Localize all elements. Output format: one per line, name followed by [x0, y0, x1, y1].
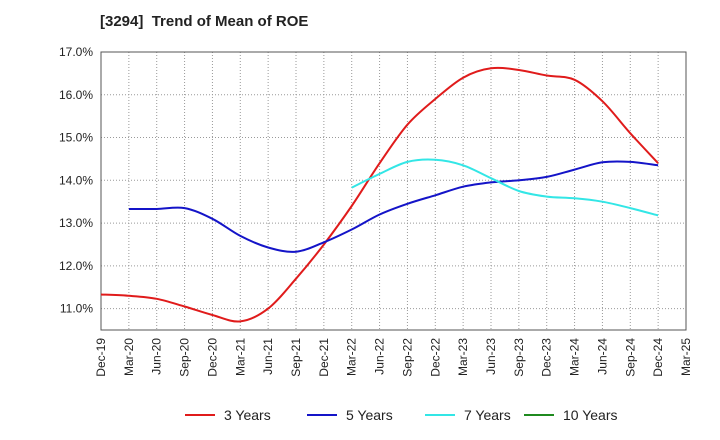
x-tick-label: Dec-20 [205, 338, 219, 377]
x-tick-label: Dec-23 [540, 338, 554, 377]
y-tick-label: 12.0% [59, 259, 93, 273]
x-tick-label: Dec-21 [317, 338, 331, 377]
x-tick-label: Jun-21 [261, 338, 275, 375]
y-tick-label: 11.0% [60, 302, 93, 316]
y-tick-label: 14.0% [59, 173, 93, 187]
x-tick-label: Mar-24 [568, 338, 582, 376]
legend-label: 3 Years [224, 407, 271, 423]
x-tick-label: Mar-23 [456, 338, 470, 376]
legend-label: 10 Years [563, 407, 618, 423]
x-tick-label: Mar-20 [122, 338, 136, 376]
x-tick-label: Mar-21 [233, 338, 247, 376]
x-tick-label: Sep-20 [178, 338, 192, 377]
series-line-2 [128, 160, 659, 253]
x-tick-label: Sep-24 [623, 338, 637, 377]
x-tick-label: Jun-20 [150, 338, 164, 375]
x-tick-label: Sep-23 [512, 338, 526, 377]
series-line-1 [100, 66, 659, 323]
x-tick-label: Mar-22 [345, 338, 359, 376]
x-tick-label: Dec-22 [428, 338, 442, 377]
legend-label: 5 Years [346, 407, 393, 423]
plot-frame [100, 51, 687, 331]
x-tick-label: Jun-22 [373, 338, 387, 375]
y-tick-label: 13.0% [59, 216, 93, 230]
x-tick-label: Sep-21 [289, 338, 303, 377]
series-line-3 [351, 158, 659, 217]
x-tick-label: Sep-22 [400, 338, 414, 377]
x-tick-label: Jun-23 [484, 338, 498, 375]
x-tick-label: Mar-25 [679, 338, 693, 376]
chart-title: [3294] Trend of Mean of ROE [100, 13, 309, 30]
x-tick-label: Jun-24 [595, 338, 609, 375]
x-tick-label: Dec-24 [651, 338, 665, 377]
legend-label: 7 Years [464, 407, 511, 423]
x-tick-label: Dec-19 [94, 338, 108, 377]
y-tick-label: 17.0% [59, 45, 93, 59]
y-tick-label: 16.0% [59, 88, 93, 102]
y-tick-label: 15.0% [59, 131, 93, 145]
